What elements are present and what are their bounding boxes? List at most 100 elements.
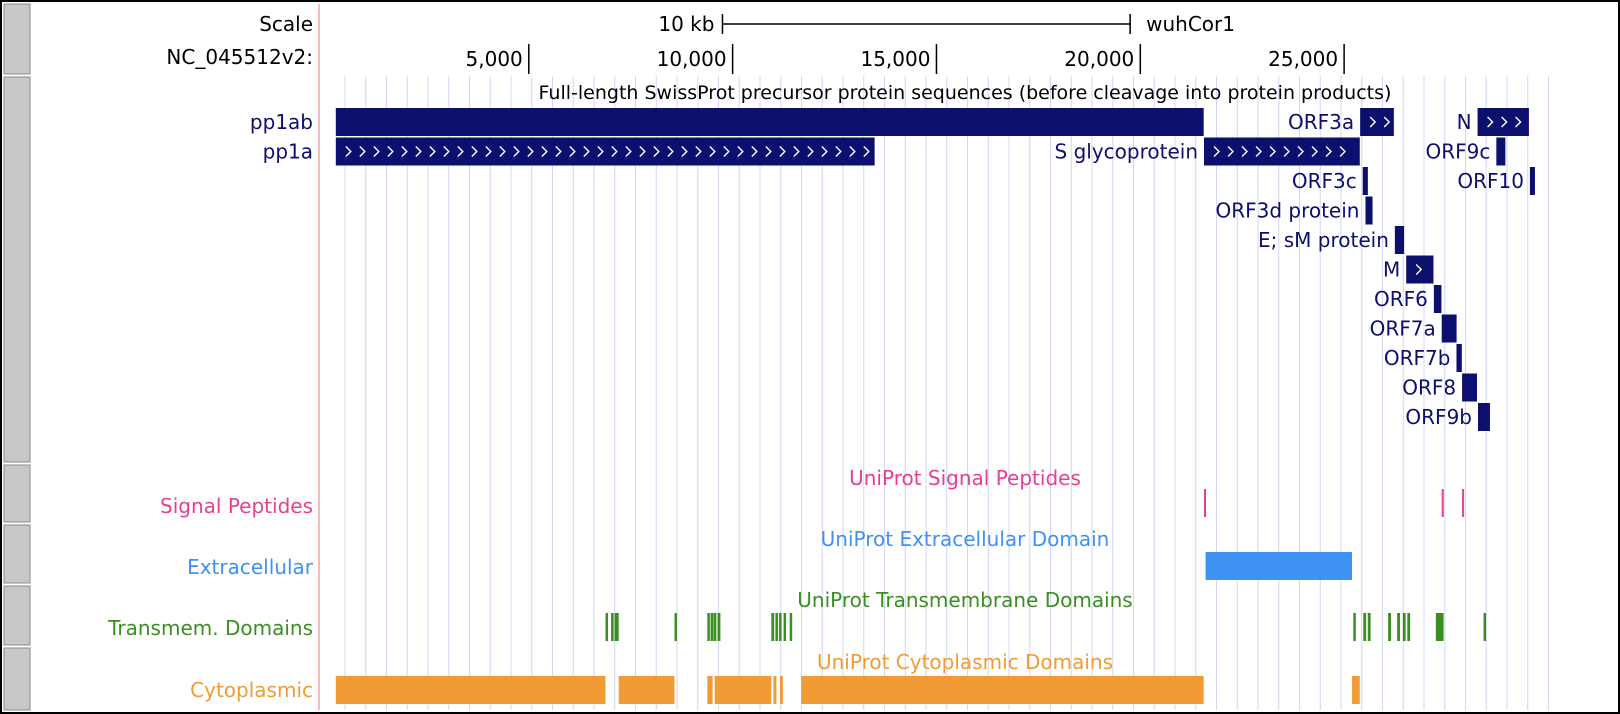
protein-orf8-label[interactable]: ORF8 — [1402, 376, 1456, 400]
extracellular-track-handle[interactable] — [3, 524, 31, 584]
protein-orf6-label[interactable]: ORF6 — [1374, 287, 1428, 311]
protein-orf7a-label[interactable]: ORF7a — [1370, 317, 1436, 341]
transmembrane-domain-feature[interactable] — [1397, 613, 1400, 641]
transmembrane-domain-feature[interactable] — [771, 613, 775, 641]
protein-pp1a-label[interactable]: pp1a — [263, 140, 313, 164]
transmembrane-domain-feature[interactable] — [717, 613, 721, 641]
strand-arrow — [625, 146, 632, 157]
protein-orf3a[interactable]: ORF3a — [1288, 108, 1394, 136]
protein-pp1a[interactable]: pp1a — [263, 137, 875, 166]
cytoplasmic-track-handle[interactable] — [3, 647, 31, 711]
protein-orf9c-label[interactable]: ORF9c — [1425, 140, 1490, 164]
protein-orf10-bar[interactable] — [1529, 167, 1535, 195]
transmembrane-domain-feature[interactable] — [674, 613, 677, 641]
protein-orf3d-protein[interactable]: ORF3d protein — [1215, 196, 1373, 225]
extracellular-domain-feature[interactable] — [1205, 552, 1353, 580]
transmembrane-domain-feature[interactable] — [1407, 613, 1411, 641]
protein-e-sm-protein-label[interactable]: E; sM protein — [1258, 228, 1389, 252]
strand-arrow — [1415, 264, 1423, 275]
protein-orf8[interactable]: ORF8 — [1402, 373, 1477, 402]
protein-orf7b[interactable]: ORF7b — [1384, 344, 1462, 372]
signal-track-handle[interactable] — [3, 464, 31, 523]
cytoplasmic-domain-feature[interactable] — [801, 676, 1204, 704]
transmembrane-domain-feature[interactable] — [713, 613, 717, 641]
cytoplasmic-domain-feature[interactable] — [707, 676, 713, 704]
signal-features — [1204, 489, 1465, 517]
strand-arrow — [793, 146, 800, 157]
transmembrane-domain-feature[interactable] — [1402, 613, 1406, 641]
transmembrane-domain-feature[interactable] — [779, 613, 782, 641]
transmembrane-domain-feature[interactable] — [1363, 613, 1367, 641]
cytoplasmic-domain-feature[interactable] — [714, 676, 772, 704]
proteins-track-handle[interactable] — [3, 76, 31, 463]
transmembrane-domain-feature[interactable] — [1367, 613, 1371, 641]
protein-m[interactable]: M — [1383, 255, 1434, 284]
protein-orf3c-label[interactable]: ORF3c — [1292, 169, 1357, 193]
protein-orf9b-label[interactable]: ORF9b — [1405, 405, 1472, 429]
protein-orf6[interactable]: ORF6 — [1374, 285, 1442, 313]
protein-orf10-label[interactable]: ORF10 — [1457, 169, 1524, 193]
strand-arrow — [1383, 116, 1391, 128]
signal-peptide-feature[interactable] — [1441, 489, 1444, 517]
transmembrane-domain-feature[interactable] — [611, 613, 614, 641]
protein-pp1ab[interactable]: pp1ab — [250, 108, 1204, 136]
protein-orf3d-protein-label[interactable]: ORF3d protein — [1215, 199, 1359, 223]
transmembrane-domain-feature[interactable] — [605, 613, 609, 641]
transmembrane-domain-feature[interactable] — [614, 613, 619, 641]
protein-orf3a-label[interactable]: ORF3a — [1288, 110, 1354, 134]
protein-orf7b-bar[interactable] — [1456, 344, 1462, 372]
strand-arrow — [1339, 146, 1346, 157]
protein-orf9b-bar[interactable] — [1477, 403, 1490, 431]
protein-e-sm-protein[interactable]: E; sM protein — [1258, 226, 1405, 254]
transmembrane-domain-feature[interactable] — [707, 613, 710, 641]
strand-arrow — [779, 146, 786, 157]
protein-orf9c[interactable]: ORF9c — [1425, 137, 1506, 166]
protein-orf7a-bar[interactable] — [1441, 314, 1457, 343]
protein-m-label[interactable]: M — [1383, 258, 1400, 282]
signal-peptide-feature[interactable] — [1204, 489, 1207, 517]
protein-orf7a[interactable]: ORF7a — [1370, 314, 1457, 343]
protein-orf3d-protein-bar[interactable] — [1365, 196, 1373, 225]
protein-n-label[interactable]: N — [1457, 110, 1472, 134]
protein-m-bar[interactable] — [1406, 255, 1434, 284]
transmembrane-domain-feature[interactable] — [1435, 613, 1444, 641]
cytoplasmic-domain-feature[interactable] — [618, 676, 675, 704]
protein-orf9b[interactable]: ORF9b — [1405, 403, 1490, 431]
transmembrane-domain-feature[interactable] — [710, 613, 714, 641]
protein-e-sm-protein-bar[interactable] — [1394, 226, 1405, 254]
protein-orf9c-bar[interactable] — [1496, 137, 1506, 166]
transmembrane-domain-feature[interactable] — [775, 613, 778, 641]
protein-s-glycoprotein[interactable]: S glycoprotein — [1055, 137, 1360, 166]
cytoplasmic-domain-feature[interactable] — [1352, 676, 1360, 704]
cytoplasmic-domain-feature[interactable] — [773, 676, 777, 704]
strand-arrow — [569, 146, 576, 157]
strand-arrow — [681, 146, 688, 157]
transmembrane-domain-feature[interactable] — [789, 613, 793, 641]
protein-orf3c-bar[interactable] — [1362, 167, 1368, 195]
strand-arrow — [751, 146, 758, 157]
protein-s-glycoprotein-bar[interactable] — [1204, 137, 1360, 166]
cytoplasmic-domain-feature[interactable] — [335, 676, 606, 704]
protein-pp1ab-label[interactable]: pp1ab — [250, 110, 313, 134]
transmembrane-track-handle[interactable] — [3, 585, 31, 646]
transmembrane-domain-feature[interactable] — [1388, 613, 1392, 641]
cytoplasmic-domain-feature[interactable] — [779, 676, 783, 704]
protein-pp1a-bar[interactable] — [335, 137, 875, 166]
strand-arrow — [1297, 146, 1304, 157]
transmembrane-domain-feature[interactable] — [783, 613, 787, 641]
protein-orf7b-label[interactable]: ORF7b — [1384, 346, 1451, 370]
protein-n[interactable]: N — [1457, 108, 1529, 136]
signal-peptide-feature[interactable] — [1462, 489, 1465, 517]
protein-orf3c[interactable]: ORF3c — [1292, 167, 1368, 195]
ruler-track-handle[interactable] — [3, 3, 31, 75]
protein-s-glycoprotein-label[interactable]: S glycoprotein — [1055, 140, 1198, 164]
strand-arrow — [863, 146, 870, 157]
protein-orf10[interactable]: ORF10 — [1457, 167, 1535, 195]
protein-orf8-bar[interactable] — [1462, 373, 1477, 402]
protein-orf6-bar[interactable] — [1433, 285, 1442, 313]
genome-assembly-label: wuhCor1 — [1146, 12, 1235, 36]
transmembrane-domain-feature[interactable] — [1483, 613, 1487, 641]
protein-pp1ab-bar[interactable] — [335, 108, 1204, 136]
transmembrane-domain-feature[interactable] — [1353, 613, 1356, 641]
